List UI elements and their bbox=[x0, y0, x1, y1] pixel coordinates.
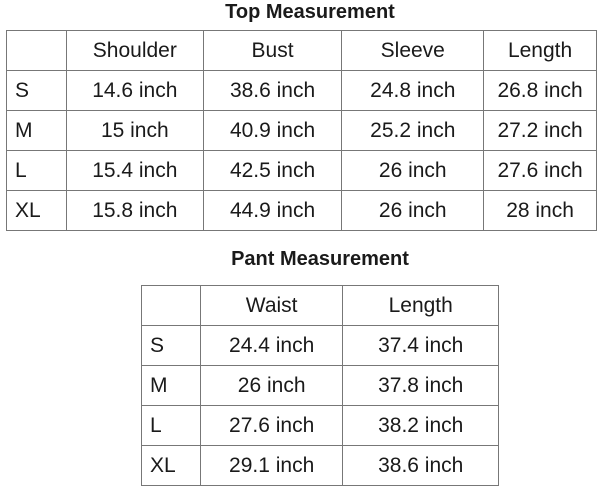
table-cell: 24.4 inch bbox=[199, 325, 344, 366]
table-cell: 15 inch bbox=[65, 110, 204, 151]
top-measurement-title: Top Measurement bbox=[225, 1, 395, 23]
size-label: S bbox=[141, 325, 201, 366]
size-label: L bbox=[6, 150, 67, 191]
column-header: Bust bbox=[202, 30, 343, 71]
table-cell: 37.4 inch bbox=[342, 325, 499, 366]
table-cell: 14.6 inch bbox=[65, 70, 204, 111]
table-cell: 29.1 inch bbox=[199, 445, 344, 486]
table-cell: 27.6 inch bbox=[483, 150, 597, 191]
pant-measurement-table: Waist Length S 24.4 inch 37.4 inch M 26 inch 37… bbox=[141, 285, 499, 486]
table-row: L 27.6 inch 38.2 inch bbox=[141, 405, 499, 446]
size-label: L bbox=[141, 405, 201, 446]
table-row: M 26 inch 37.8 inch bbox=[141, 365, 499, 406]
pant-measurement-title: Pant Measurement bbox=[231, 248, 409, 270]
table-cell: 38.2 inch bbox=[342, 405, 499, 446]
size-label: S bbox=[6, 70, 67, 111]
table-row: L 15.4 inch 42.5 inch 26 inch 27.6 inch bbox=[6, 150, 597, 191]
column-header: Shoulder bbox=[65, 30, 204, 71]
table-cell: 44.9 inch bbox=[202, 190, 343, 231]
column-header: Sleeve bbox=[341, 30, 485, 71]
table-cell: 38.6 inch bbox=[202, 70, 343, 111]
size-label: XL bbox=[141, 445, 201, 486]
table-cell: 42.5 inch bbox=[202, 150, 343, 191]
header-row: Waist Length bbox=[141, 285, 499, 326]
table-cell: 27.2 inch bbox=[483, 110, 597, 151]
table-row: S 24.4 inch 37.4 inch bbox=[141, 325, 499, 366]
size-label: XL bbox=[6, 190, 67, 231]
table-cell: 38.6 inch bbox=[342, 445, 499, 486]
column-header: Length bbox=[342, 285, 499, 326]
column-header bbox=[6, 30, 67, 71]
table-row: XL 15.8 inch 44.9 inch 26 inch 28 inch bbox=[6, 190, 597, 231]
table-cell: 26 inch bbox=[341, 150, 485, 191]
table-cell: 15.4 inch bbox=[65, 150, 204, 191]
column-header bbox=[141, 285, 201, 326]
column-header: Waist bbox=[199, 285, 344, 326]
table-cell: 26 inch bbox=[341, 190, 485, 231]
header-row: Shoulder Bust Sleeve Length bbox=[6, 30, 597, 71]
table-row: S 14.6 inch 38.6 inch 24.8 inch 26.8 inch bbox=[6, 70, 597, 111]
size-label: M bbox=[6, 110, 67, 151]
column-header: Length bbox=[483, 30, 597, 71]
table-cell: 27.6 inch bbox=[199, 405, 344, 446]
table-row: M 15 inch 40.9 inch 25.2 inch 27.2 inch bbox=[6, 110, 597, 151]
table-cell: 26.8 inch bbox=[483, 70, 597, 111]
table-row: XL 29.1 inch 38.6 inch bbox=[141, 445, 499, 486]
table-cell: 37.8 inch bbox=[342, 365, 499, 406]
table-cell: 28 inch bbox=[483, 190, 597, 231]
top-measurement-table: Shoulder Bust Sleeve Length S 14.6 inch 38.6 i… bbox=[6, 30, 597, 231]
table-cell: 40.9 inch bbox=[202, 110, 343, 151]
table-cell: 25.2 inch bbox=[341, 110, 485, 151]
table-cell: 24.8 inch bbox=[341, 70, 485, 111]
table-cell: 15.8 inch bbox=[65, 190, 204, 231]
size-label: M bbox=[141, 365, 201, 406]
table-cell: 26 inch bbox=[199, 365, 344, 406]
